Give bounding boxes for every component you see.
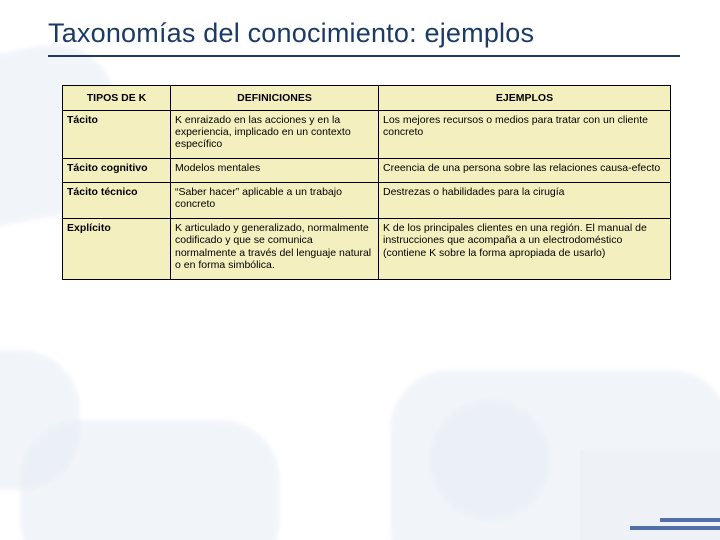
slide-title: Taxonomías del conocimiento: ejemplos bbox=[48, 18, 680, 57]
cell-definition: Modelos mentales bbox=[171, 159, 379, 183]
row-label: Explícito bbox=[63, 219, 171, 279]
cell-example: Destrezas o habilidades para la cirugía bbox=[379, 183, 671, 219]
cell-example: Creencia de una persona sobre las relaci… bbox=[379, 159, 671, 183]
table-header-row: TIPOS DE K DEFINICIONES EJEMPLOS bbox=[63, 86, 671, 111]
row-label: Tácito bbox=[63, 111, 171, 159]
slide-container: Taxonomías del conocimiento: ejemplos TI… bbox=[0, 0, 720, 540]
col-header-tipo: TIPOS DE K bbox=[63, 86, 171, 111]
cell-example: K de los principales clientes en una reg… bbox=[379, 219, 671, 279]
corner-accent-bars bbox=[630, 516, 720, 530]
col-header-def: DEFINICIONES bbox=[171, 86, 379, 111]
knowledge-table: TIPOS DE K DEFINICIONES EJEMPLOS Tácito … bbox=[62, 85, 671, 280]
cell-definition: K enraizado en las acciones y en la expe… bbox=[171, 111, 379, 159]
row-label: Tácito técnico bbox=[63, 183, 171, 219]
table-row: Tácito técnico “Saber hacer” aplicable a… bbox=[63, 183, 671, 219]
table-row: Explícito K articulado y generalizado, n… bbox=[63, 219, 671, 279]
col-header-ej: EJEMPLOS bbox=[379, 86, 671, 111]
table-row: Tácito K enraizado en las acciones y en … bbox=[63, 111, 671, 159]
cell-example: Los mejores recursos o medios para trata… bbox=[379, 111, 671, 159]
table-row: Tácito cognitivo Modelos mentales Creenc… bbox=[63, 159, 671, 183]
cell-definition: K articulado y generalizado, normalmente… bbox=[171, 219, 379, 279]
bg-blob bbox=[20, 420, 280, 540]
cell-definition: “Saber hacer” aplicable a un trabajo con… bbox=[171, 183, 379, 219]
row-label: Tácito cognitivo bbox=[63, 159, 171, 183]
knowledge-table-wrap: TIPOS DE K DEFINICIONES EJEMPLOS Tácito … bbox=[62, 85, 680, 280]
bg-blob bbox=[430, 400, 550, 520]
